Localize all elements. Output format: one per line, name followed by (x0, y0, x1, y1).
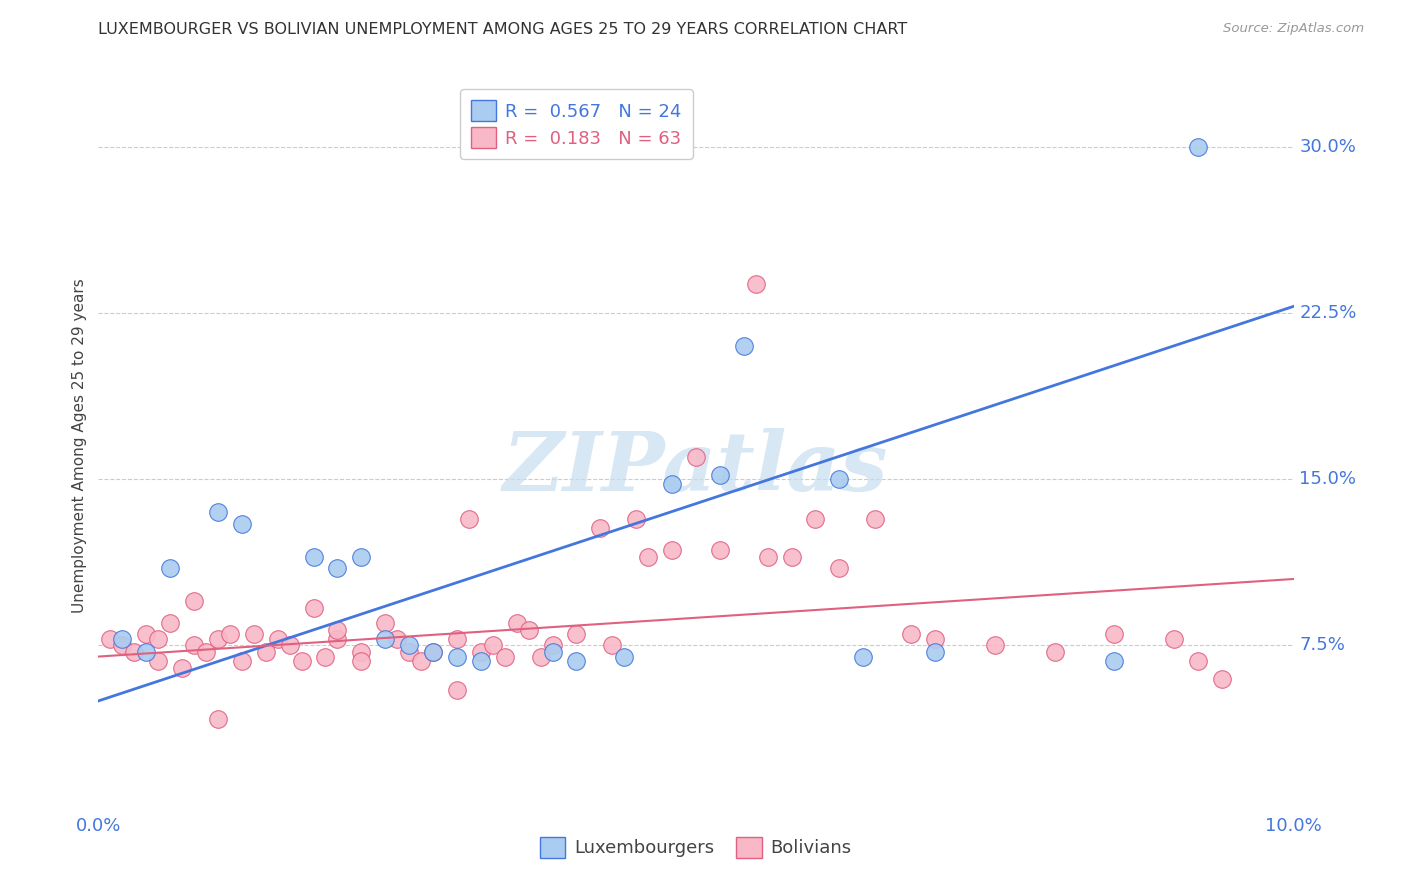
Point (207, 506, 229, 520)
Point (624, 512, 647, 526)
Point (374, 632, 396, 646)
Point (124, 645, 146, 659)
Point (541, 645, 564, 659)
Point (315, 649, 337, 664)
Point (828, 561, 851, 575)
Point (924, 645, 946, 659)
Point (470, 645, 492, 659)
Point (422, 645, 444, 659)
Point (231, 654, 253, 668)
Point (194, 645, 218, 659)
Point (1104, 654, 1126, 668)
Point (219, 627, 242, 641)
Point (231, 516, 253, 531)
Point (302, 549, 325, 564)
Legend: Luxembourgers, Bolivians: Luxembourgers, Bolivians (533, 830, 859, 865)
Point (302, 600, 325, 615)
Point (637, 549, 659, 564)
Point (326, 623, 349, 637)
Point (517, 623, 540, 637)
Text: 7.5%: 7.5% (1299, 637, 1346, 655)
Point (733, 339, 755, 353)
Point (398, 645, 420, 659)
Point (565, 627, 588, 641)
Point (267, 632, 290, 646)
Point (661, 543, 683, 558)
Point (207, 632, 229, 646)
Point (183, 639, 205, 653)
Point (1043, 645, 1066, 659)
Point (458, 512, 481, 526)
Text: LUXEMBOURGER VS BOLIVIAN UNEMPLOYMENT AMONG AGES 25 TO 29 YEARS CORRELATION CHAR: LUXEMBOURGER VS BOLIVIAN UNEMPLOYMENT AM… (98, 22, 908, 37)
Point (613, 649, 636, 664)
Point (756, 549, 779, 564)
Point (290, 654, 312, 668)
Text: 22.5%: 22.5% (1299, 304, 1357, 322)
Point (1211, 672, 1233, 686)
Point (243, 627, 266, 641)
Point (183, 594, 205, 608)
Point (565, 654, 588, 668)
Point (600, 639, 623, 653)
Point (589, 521, 612, 535)
Point (924, 632, 946, 646)
Point (350, 654, 373, 668)
Point (983, 639, 1005, 653)
Point (685, 450, 707, 464)
Point (494, 649, 516, 664)
Point (98, 632, 122, 646)
Point (481, 639, 505, 653)
Point (470, 654, 492, 668)
Point (900, 627, 922, 641)
Point (374, 616, 396, 631)
Point (1163, 632, 1185, 646)
Point (135, 645, 157, 659)
Text: ZIPatlas: ZIPatlas (503, 428, 889, 508)
Point (350, 549, 373, 564)
Point (148, 632, 170, 646)
Point (780, 549, 803, 564)
Point (278, 639, 301, 653)
Text: Source: ZipAtlas.com: Source: ZipAtlas.com (1223, 22, 1364, 36)
Point (446, 649, 468, 664)
Point (385, 632, 409, 646)
Text: 15.0%: 15.0% (1299, 470, 1357, 488)
Point (159, 616, 181, 631)
Point (1187, 140, 1209, 154)
Y-axis label: Unemployment Among Ages 25 to 29 years: Unemployment Among Ages 25 to 29 years (72, 278, 87, 614)
Point (661, 476, 683, 491)
Point (865, 512, 887, 526)
Point (709, 467, 731, 482)
Point (529, 649, 551, 664)
Point (148, 654, 170, 668)
Point (326, 561, 349, 575)
Point (446, 682, 468, 697)
Point (446, 632, 468, 646)
Point (135, 627, 157, 641)
Point (1104, 627, 1126, 641)
Point (804, 512, 827, 526)
Point (111, 632, 134, 646)
Point (745, 277, 768, 292)
Point (398, 639, 420, 653)
Point (506, 616, 529, 631)
Point (828, 472, 851, 486)
Point (350, 645, 373, 659)
Point (852, 649, 875, 664)
Point (207, 712, 229, 726)
Text: 30.0%: 30.0% (1299, 137, 1357, 156)
Point (422, 645, 444, 659)
Point (111, 639, 134, 653)
Point (172, 660, 194, 674)
Point (709, 543, 731, 558)
Point (326, 632, 349, 646)
Point (254, 645, 277, 659)
Point (1187, 654, 1209, 668)
Point (159, 561, 181, 575)
Point (411, 654, 433, 668)
Point (541, 639, 564, 653)
